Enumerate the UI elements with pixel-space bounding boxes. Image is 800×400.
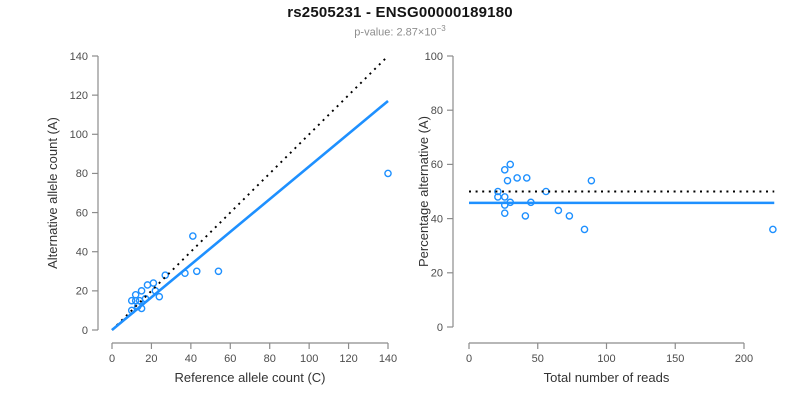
x-tick-label: 120 [339, 353, 357, 365]
data-point [565, 212, 574, 220]
data-point [500, 209, 509, 217]
y-tick-label: 40 [76, 247, 88, 259]
x-tick-label: 20 [145, 353, 157, 365]
x-tick-label: 40 [185, 353, 197, 365]
data-point [384, 169, 392, 178]
y-axis-label: Alternative allele count (A) [45, 117, 60, 269]
data-point [500, 166, 509, 174]
y-tick-label: 0 [437, 322, 443, 334]
data-point [580, 225, 589, 234]
y-axis-label: Percentage alternative (A) [416, 116, 431, 267]
data-point [500, 193, 509, 201]
data-point [587, 176, 596, 185]
figure-title: rs2505231 - ENSG00000189180 [287, 4, 513, 21]
data-point [127, 296, 136, 305]
data-point [189, 232, 197, 240]
y-tick-label: 100 [70, 129, 88, 141]
y-tick-label: 80 [431, 105, 443, 117]
data-point [542, 187, 550, 196]
data-point [161, 271, 170, 280]
pvalue-text: p-value: 2.87×10 [354, 26, 437, 39]
y-tick-label: 120 [70, 90, 88, 102]
y-tick-label: 20 [76, 286, 88, 298]
allele-counts-scatter: 0 20 40 60 80 100 120 140 0 20 40 60 80 100 120 140 Refe… [45, 51, 397, 385]
data-point [494, 187, 502, 196]
y-tick-label: 100 [425, 51, 443, 63]
x-tick-label: 100 [300, 353, 318, 365]
x-tick-label: 140 [379, 353, 397, 365]
x-tick-label: 200 [735, 353, 753, 365]
percentage-alternative-scatter: 0 50 100 150 200 0 20 40 60 80 100 Total number of … [416, 51, 777, 385]
data-point [769, 225, 777, 234]
x-axis-label: Total number of reads [544, 370, 670, 385]
data-point [522, 174, 531, 182]
pvalue-exponent: −3 [436, 24, 446, 33]
y-tick-label: 60 [76, 207, 88, 219]
identity-line [111, 55, 389, 331]
data-point [131, 290, 140, 299]
y-tick-label: 40 [431, 213, 443, 225]
y-tick-label: 0 [82, 325, 88, 337]
data-point [155, 292, 164, 301]
x-tick-label: 0 [109, 353, 115, 365]
data-point [513, 174, 521, 182]
data-point [554, 206, 563, 215]
x-tick-label: 0 [466, 353, 472, 365]
data-point [506, 160, 515, 169]
figure-subtitle: p-value: 2.87×10−3 [0, 24, 800, 39]
data-point [149, 279, 158, 287]
y-tick-label: 60 [431, 159, 443, 171]
y-tick-label: 20 [431, 268, 443, 280]
x-tick-label: 150 [666, 353, 684, 365]
y-tick-label: 80 [76, 168, 88, 180]
data-point [137, 287, 146, 295]
x-tick-label: 100 [597, 353, 615, 365]
x-axis-label: Reference allele count (C) [174, 370, 325, 385]
regression-line [111, 100, 389, 332]
x-tick-label: 50 [532, 353, 544, 365]
x-tick-label: 80 [264, 353, 276, 365]
data-point [192, 267, 201, 276]
data-point [214, 267, 223, 276]
x-tick-label: 60 [224, 353, 236, 365]
data-point [503, 176, 512, 185]
y-tick-label: 140 [70, 51, 88, 63]
data-point [521, 212, 530, 220]
